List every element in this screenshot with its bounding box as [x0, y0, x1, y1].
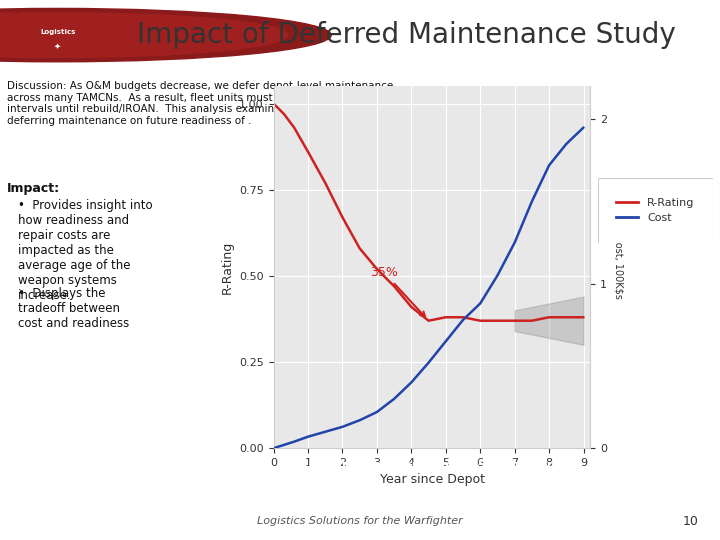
Text: 35%: 35%	[370, 266, 425, 317]
X-axis label: Year since Depot: Year since Depot	[379, 474, 485, 487]
Circle shape	[0, 9, 331, 62]
Text: 10: 10	[683, 515, 698, 528]
Text: Logistics: Logistics	[40, 29, 76, 35]
Text: •  Provides insight into
how readiness and
repair costs are
impacted as the
aver: • Provides insight into how readiness an…	[18, 199, 153, 302]
Legend: R-Rating, Cost: R-Rating, Cost	[611, 193, 699, 228]
Y-axis label: Cost, 100K$s: Cost, 100K$s	[614, 235, 624, 299]
Text: Discussion: As O&M budgets decrease, we defer depot-level maintenance
across man: Discussion: As O&M budgets decrease, we …	[7, 81, 395, 126]
Text: R-Rating decreases to ~35% at Year 4.5: R-Rating decreases to ~35% at Year 4.5	[299, 459, 580, 472]
Text: Impact of Deferred Maintenance Study: Impact of Deferred Maintenance Study	[137, 21, 675, 49]
Text: ✦: ✦	[54, 41, 61, 50]
Circle shape	[0, 12, 288, 58]
Y-axis label: R-Rating: R-Rating	[220, 241, 233, 294]
Text: Impact:: Impact:	[7, 182, 60, 195]
Text: •  Displays the
tradeoff between
cost and readiness: • Displays the tradeoff between cost and…	[18, 287, 130, 330]
Text: Logistics Solutions for the Warfighter: Logistics Solutions for the Warfighter	[257, 516, 463, 526]
